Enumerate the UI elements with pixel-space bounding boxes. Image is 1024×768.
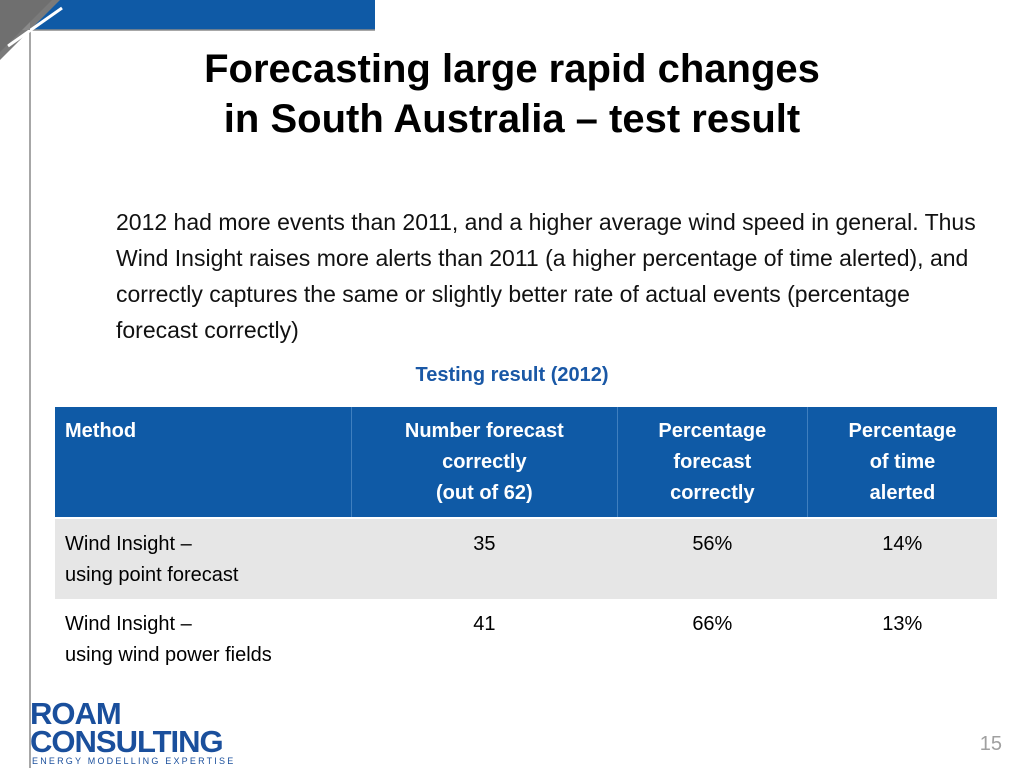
- cell-method: Wind Insight – using point forecast: [55, 518, 352, 599]
- slide-title: Forecasting large rapid changes in South…: [0, 44, 1024, 144]
- roam-consulting-logo: ROAM CONSULTING ENERGY MODELLING EXPERTI…: [30, 696, 252, 768]
- cell-method-line-1: Wind Insight –: [65, 613, 192, 635]
- cell-number: 35: [351, 518, 618, 599]
- header-number-line-2: correctly: [442, 451, 527, 473]
- frame-blue-strip: [0, 0, 30, 30]
- logo-tagline: ENERGY MODELLING EXPERTISE: [32, 756, 236, 766]
- header-pct-alerted-line-2: of time: [869, 451, 936, 473]
- cell-method-line-1: Wind Insight –: [65, 533, 192, 555]
- cell-pct-alerted: 13%: [807, 599, 997, 679]
- cell-pct-correct: 56%: [617, 518, 808, 599]
- frame-gray-left: [0, 60, 30, 768]
- table-row: Wind Insight – using wind power fields 4…: [55, 599, 997, 679]
- cell-pct-alerted: 14%: [807, 518, 997, 599]
- logo-line-1: ROAM: [30, 696, 122, 731]
- logo-wordmark: ROAM CONSULTING: [30, 696, 224, 759]
- logo-line-2: CONSULTING: [30, 724, 224, 759]
- slide-title-line-2: in South Australia – test result: [223, 97, 801, 141]
- header-percentage-alerted: Percentage of time alerted: [806, 407, 997, 519]
- header-pct-alerted-line-3: alerted: [869, 482, 936, 504]
- header-number-forecast: Number forecast correctly (out of 62): [351, 407, 618, 519]
- header-pct-correct-line-1: Percentage: [658, 420, 767, 442]
- header-method: Method: [55, 407, 352, 519]
- header-pct-correct-line-2: forecast: [673, 451, 752, 473]
- header-number-line-1: Number forecast: [404, 420, 564, 442]
- frame-diagonal-line: [7, 6, 63, 48]
- header-percentage-correct: Percentage forecast correctly: [616, 407, 808, 519]
- table-caption: Testing result (2012): [415, 364, 609, 386]
- results-table: Method Number forecast correctly (out of…: [55, 407, 997, 679]
- cell-method-line-2: using point forecast: [65, 564, 239, 586]
- header-number-line-3: (out of 62): [436, 482, 533, 504]
- body-paragraph: 2012 had more events than 2011, and a hi…: [116, 209, 976, 343]
- header-pct-alerted-line-1: Percentage: [848, 420, 957, 442]
- cell-method: Wind Insight – using wind power fields: [55, 599, 352, 679]
- cell-number: 41: [351, 599, 618, 679]
- cell-pct-correct: 66%: [617, 599, 808, 679]
- table-row: Wind Insight – using point forecast 35 5…: [55, 518, 997, 599]
- frame-blue-band: [30, 0, 375, 30]
- table-header-row: Method Number forecast correctly (out of…: [55, 407, 997, 519]
- slide-title-line-1: Forecasting large rapid changes: [204, 47, 820, 91]
- header-pct-correct-line-3: correctly: [670, 482, 755, 504]
- page-number: 15: [979, 733, 1002, 755]
- cell-method-line-2: using wind power fields: [65, 644, 272, 666]
